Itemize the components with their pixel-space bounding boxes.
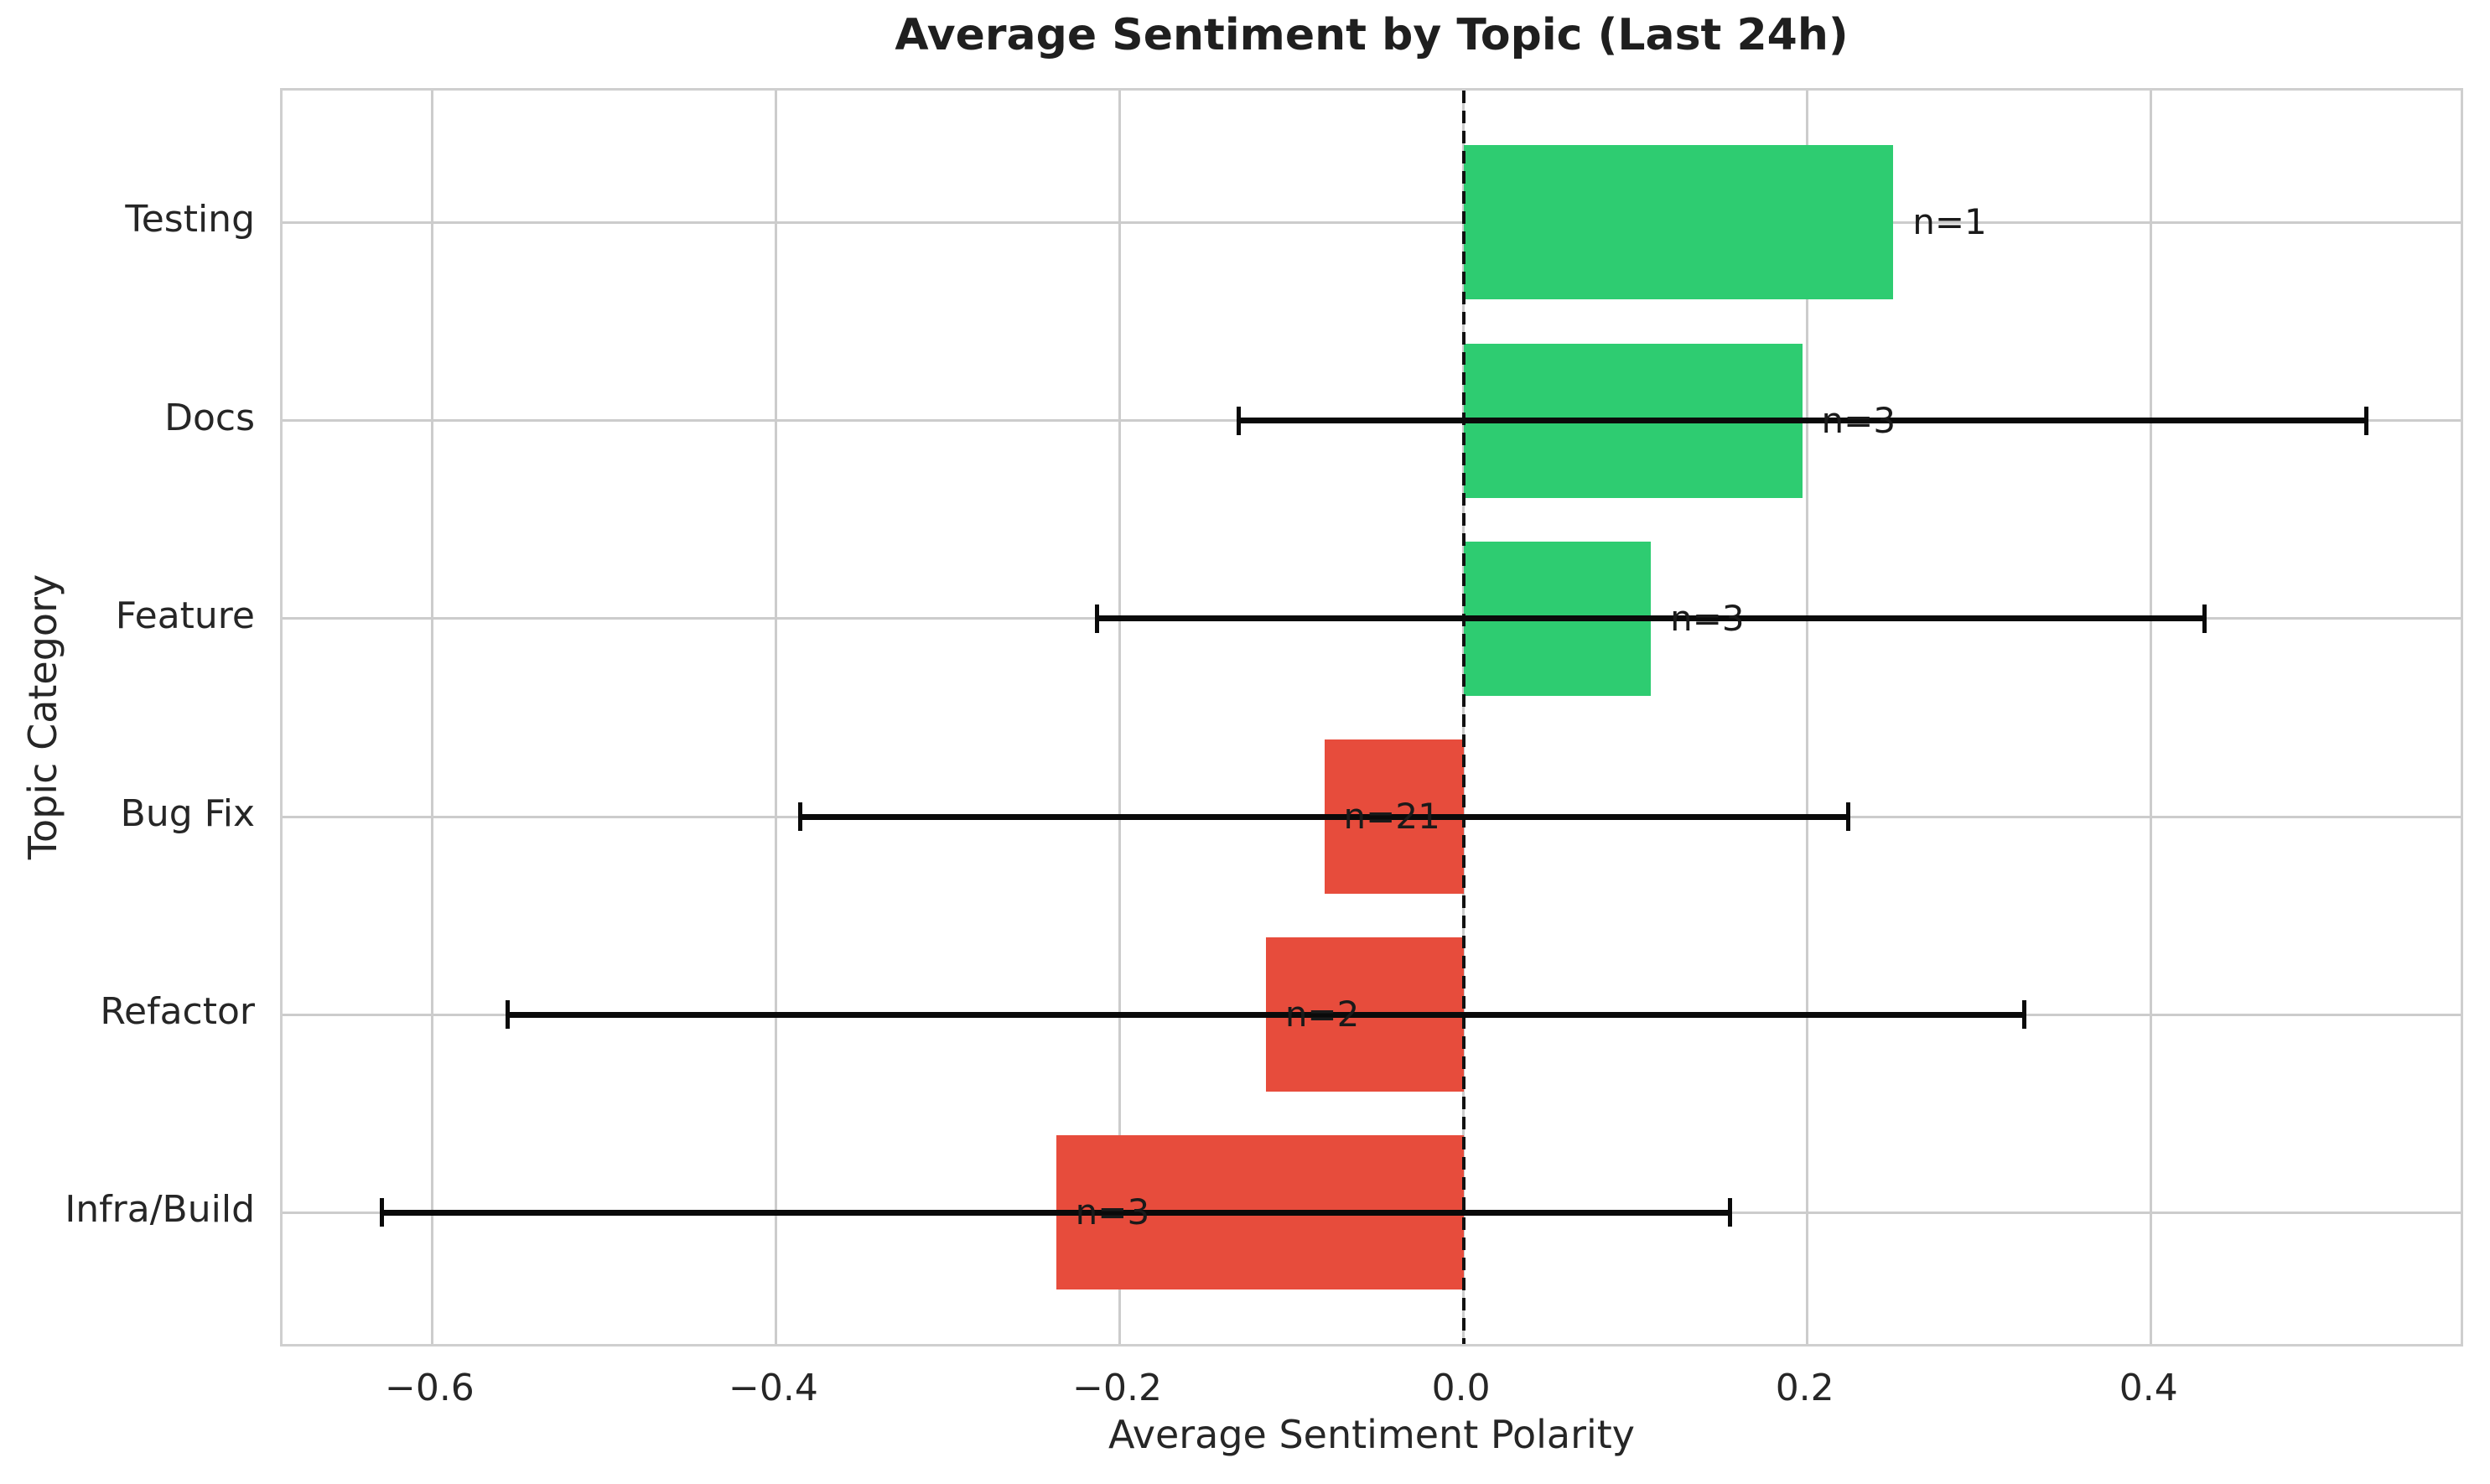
error-bar-cap (1095, 604, 1100, 633)
x-tick-label: 0.4 (2119, 1367, 2178, 1409)
x-gridline (2150, 91, 2153, 1344)
x-tick-label: 0.0 (1431, 1367, 1491, 1409)
y-gridline (283, 221, 2461, 224)
error-bar-cap (2021, 1000, 2026, 1030)
sentiment-bar (1463, 145, 1894, 300)
plot-area: n=1 n=3 n=3 n=21 n=2 n=3 (280, 88, 2463, 1346)
x-gridline (1806, 91, 1809, 1344)
sample-count-label: n=2 (1284, 994, 1360, 1035)
category-label: Refactor (100, 990, 255, 1034)
sample-count-label: n=21 (1343, 796, 1440, 838)
sample-count-label: n=1 (1912, 201, 1987, 243)
x-tick-label: −0.4 (729, 1367, 818, 1409)
x-tick-label: −0.2 (1072, 1367, 1162, 1409)
error-bar (1238, 418, 2367, 424)
x-tick-label: −0.6 (384, 1367, 475, 1409)
sample-count-label: n=3 (1670, 597, 1745, 639)
category-label: Bug Fix (120, 792, 255, 836)
error-bar-cap (1236, 406, 1241, 435)
sample-count-label: n=3 (1821, 399, 1896, 441)
error-bar (381, 1209, 1730, 1216)
error-bar-cap (2202, 604, 2207, 633)
error-bar (800, 813, 1849, 820)
x-gridline (774, 91, 777, 1344)
error-bar-cap (2363, 406, 2368, 435)
chart-title: Average Sentiment by Topic (Last 24h) (895, 10, 1849, 60)
x-gridline (1118, 91, 1122, 1344)
error-bar (507, 1011, 2025, 1018)
zero-reference-line (1461, 91, 1465, 1344)
category-label: Docs (164, 396, 255, 439)
x-axis-title: Average Sentiment Polarity (1108, 1412, 1636, 1457)
category-label: Testing (125, 198, 255, 241)
error-bar-cap (797, 802, 802, 832)
error-bar-cap (1727, 1198, 1732, 1227)
category-label: Feature (115, 594, 255, 637)
error-bar-cap (506, 1000, 511, 1030)
x-gridline (430, 91, 433, 1344)
x-tick-label: 0.2 (1775, 1367, 1834, 1409)
sample-count-label: n=3 (1075, 1191, 1150, 1233)
error-bar-cap (1846, 802, 1851, 832)
error-bar-cap (380, 1198, 385, 1227)
category-label: Infra/Build (65, 1188, 255, 1232)
error-bar (1097, 615, 2205, 622)
